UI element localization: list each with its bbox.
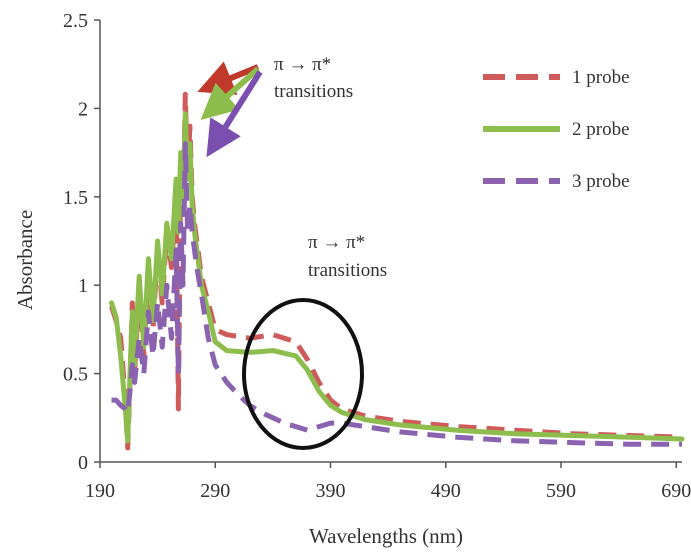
y-axis-title: Absorbance	[13, 210, 37, 310]
highlight-ellipse	[242, 298, 364, 450]
annotation-mid-line1: π → π*	[308, 232, 365, 253]
legend: 1 probe 2 probe 3 probe	[483, 67, 630, 192]
tick-labels: 0 0.5 1 1.5 2 2.5 190 290 390 490 590 690	[63, 10, 691, 502]
legend-label-1: 1 probe	[572, 67, 630, 88]
y-tick-label: 1	[78, 275, 88, 297]
axes	[94, 19, 682, 468]
x-axis-title: Wavelengths (nm)	[309, 524, 463, 548]
legend-item-2: 2 probe	[483, 119, 630, 140]
y-tick-label: 2	[78, 98, 88, 120]
x-tick-label: 390	[315, 480, 345, 502]
series-line-3	[111, 141, 682, 447]
legend-item-3: 3 probe	[483, 171, 630, 192]
x-tick-label: 490	[431, 480, 461, 502]
annotation-top-line1: π → π*	[274, 54, 331, 75]
arrow-purple	[206, 70, 263, 158]
y-tick-label: 1.5	[63, 187, 88, 209]
x-tick-label: 290	[200, 480, 230, 502]
x-tick-label: 190	[85, 480, 115, 502]
annotation-top-line2: transitions	[274, 81, 353, 102]
x-tick-label: 690	[661, 480, 691, 502]
legend-label-3: 3 probe	[572, 171, 630, 192]
annotation-mid-line2: transitions	[308, 260, 387, 281]
series-layer	[109, 91, 685, 451]
annotation-top: π → π* transitions	[274, 54, 353, 102]
legend-label-2: 2 probe	[572, 119, 630, 140]
series-line-2	[109, 111, 685, 444]
y-tick-label: 0.5	[63, 364, 88, 386]
annotation-mid: π → π* transitions	[308, 232, 387, 281]
x-tick-label: 590	[546, 480, 576, 502]
annotation-arrows	[197, 61, 263, 158]
arrow-red	[197, 61, 260, 95]
arrow-green	[200, 66, 260, 120]
y-tick-label: 0	[78, 452, 88, 474]
legend-item-1: 1 probe	[483, 67, 630, 88]
y-tick-label: 2.5	[63, 10, 88, 32]
